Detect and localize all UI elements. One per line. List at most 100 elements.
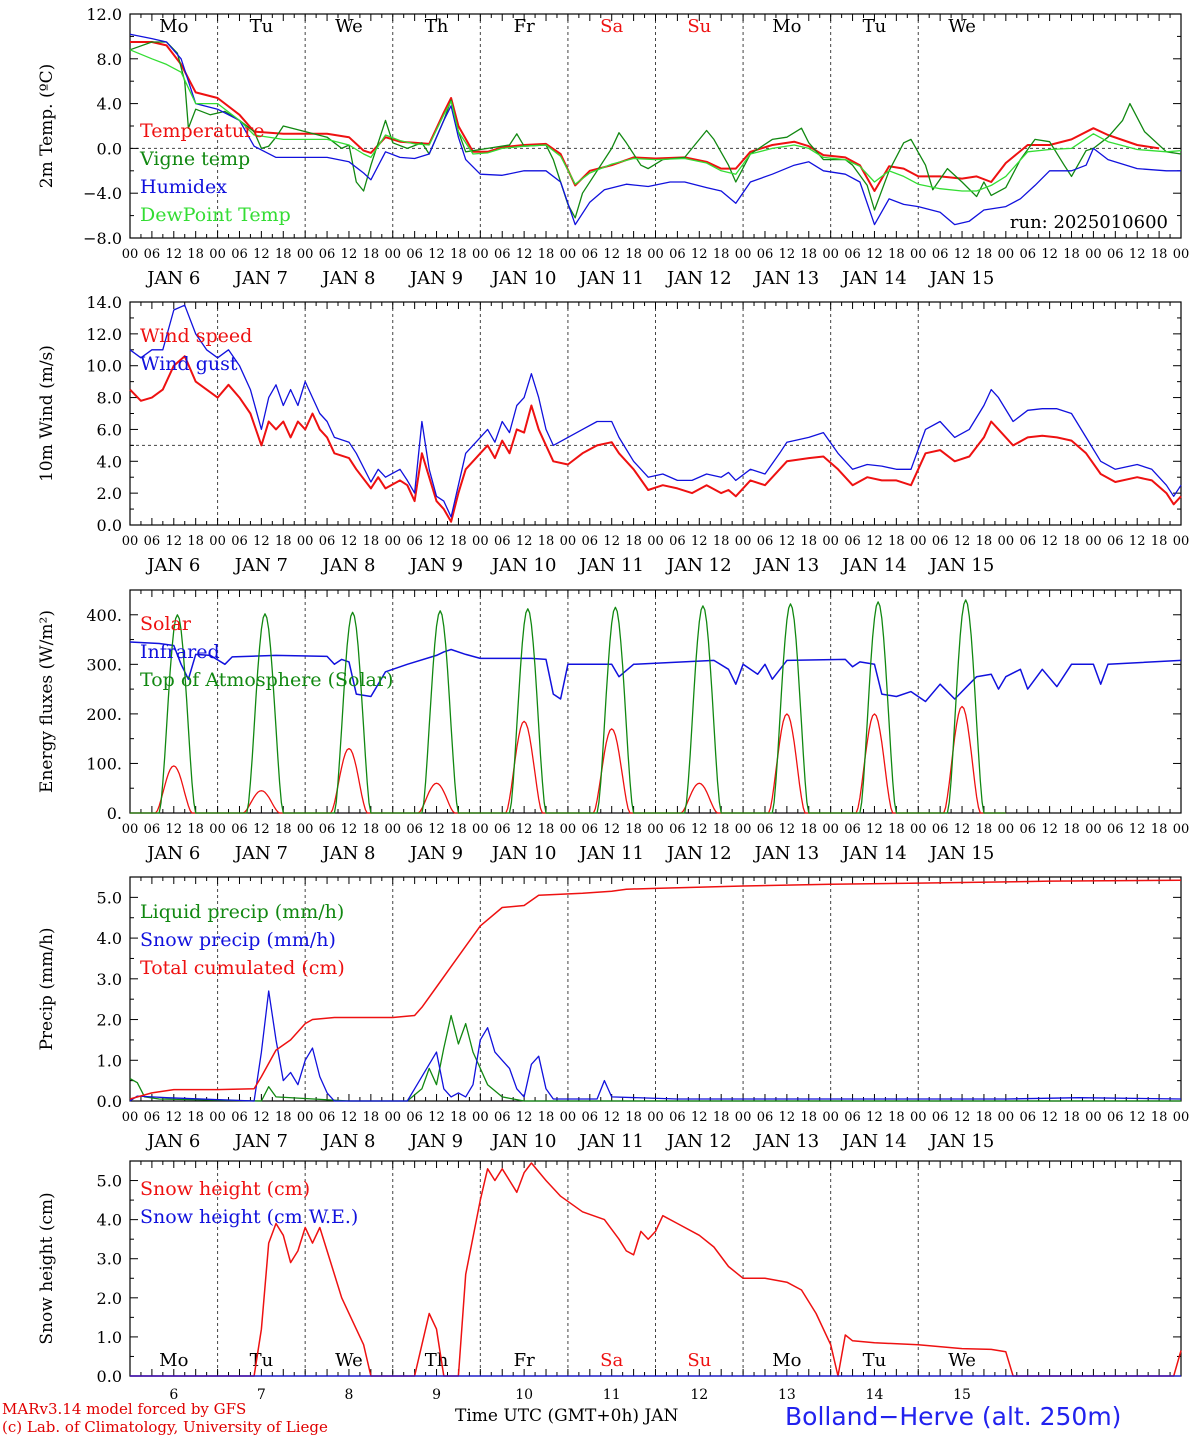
hour-label: 00: [472, 1110, 489, 1125]
date-label: JAN 13: [753, 1131, 820, 1152]
hour-label: 00: [560, 534, 577, 549]
y-tick-label: 4.0: [97, 95, 122, 114]
weekday-label: Mo: [159, 16, 188, 37]
legend-entry: Liquid precip (mm/h): [140, 901, 344, 923]
hour-label: 06: [1107, 822, 1124, 837]
series-line-wind-speed: [129, 355, 1182, 523]
hour-label: 00: [647, 534, 664, 549]
hour-label: 00: [998, 534, 1015, 549]
date-label: JAN 14: [840, 1131, 907, 1152]
hour-label: 12: [866, 822, 883, 837]
hour-label: 06: [757, 822, 774, 837]
hour-label: 00: [647, 247, 664, 262]
hour-label: 12: [866, 534, 883, 549]
hour-label: 18: [625, 534, 642, 549]
hour-label: 06: [757, 1110, 774, 1125]
legend-entry: Vigne temp: [139, 148, 250, 170]
day-number-label: 14: [866, 1387, 884, 1403]
hour-label: 12: [516, 822, 533, 837]
hour-label: 00: [560, 1110, 577, 1125]
y-tick-label: −8.0: [83, 229, 122, 248]
hour-label: 12: [341, 247, 358, 262]
hour-label: 18: [625, 822, 642, 837]
hour-label: 12: [691, 822, 708, 837]
date-label: JAN 11: [577, 843, 644, 864]
hour-label: 06: [669, 247, 686, 262]
date-label: JAN 9: [408, 268, 463, 289]
legend-entry: Infrared: [140, 641, 220, 663]
hour-label: 18: [538, 822, 555, 837]
y-tick-label: 2.0: [97, 1289, 122, 1308]
hour-label: 18: [1063, 822, 1080, 837]
hour-label: 06: [669, 1110, 686, 1125]
hour-label: 18: [363, 534, 380, 549]
hour-label: 06: [231, 822, 248, 837]
hour-label: 00: [1173, 534, 1190, 549]
weekday-label: Sa: [600, 16, 623, 37]
hour-label: 00: [1173, 822, 1190, 837]
hour-label: 18: [450, 822, 467, 837]
hour-label: 00: [384, 1110, 401, 1125]
hour-label: 00: [122, 534, 139, 549]
hour-label: 18: [187, 534, 204, 549]
hour-label: 12: [166, 1110, 183, 1125]
hour-label: 00: [1173, 247, 1190, 262]
date-label: JAN 11: [577, 268, 644, 289]
y-axis-label: 10m Wind (m/s): [37, 345, 57, 482]
weekday-label: Th: [425, 16, 449, 37]
y-tick-label: 4.0: [97, 1211, 122, 1230]
hour-label: 06: [1019, 822, 1036, 837]
weekday-label: Tu: [863, 16, 887, 37]
date-label: JAN 10: [490, 268, 557, 289]
hour-label: 00: [472, 247, 489, 262]
x-axis-title: Time UTC (GMT+0h) JAN: [455, 1406, 679, 1426]
hour-label: 06: [319, 534, 336, 549]
y-tick-label: −4.0: [83, 184, 122, 203]
date-label: JAN 13: [753, 843, 820, 864]
hour-label: 12: [603, 822, 620, 837]
hour-label: 12: [954, 534, 971, 549]
hour-label: 18: [275, 822, 292, 837]
hour-label: 00: [384, 247, 401, 262]
hour-label: 00: [1085, 534, 1102, 549]
hour-label: 06: [757, 534, 774, 549]
y-tick-label: 300.: [86, 655, 122, 674]
hour-label: 12: [341, 1110, 358, 1125]
y-tick-label: 3.0: [97, 970, 122, 989]
y-tick-label: 6.0: [97, 420, 122, 439]
weekday-label: Su: [687, 1350, 711, 1371]
day-number-label: 7: [257, 1387, 266, 1403]
weekday-label: Tu: [863, 1350, 887, 1371]
hour-label: 18: [538, 1110, 555, 1125]
hour-label: 12: [603, 1110, 620, 1125]
date-label: JAN 8: [320, 843, 375, 864]
hour-label: 00: [297, 534, 314, 549]
hour-label: 00: [822, 247, 839, 262]
legend-entry: Top of Atmosphere (Solar): [140, 669, 393, 691]
hour-label: 12: [253, 247, 270, 262]
hour-label: 06: [1107, 1110, 1124, 1125]
hour-label: 00: [1085, 1110, 1102, 1125]
date-label: JAN 12: [665, 555, 732, 576]
series-line-temperature: [130, 41, 1160, 192]
hour-label: 06: [582, 534, 599, 549]
hour-label: 12: [428, 822, 445, 837]
weekday-label: Tu: [250, 1350, 274, 1371]
hour-label: 06: [144, 1110, 161, 1125]
hour-label: 18: [976, 247, 993, 262]
credit-line-1: MARv3.14 model forced by GFS: [2, 1400, 247, 1418]
date-label: JAN 6: [145, 555, 200, 576]
hour-label: 18: [1063, 1110, 1080, 1125]
weekday-label: Mo: [159, 1350, 188, 1371]
hour-label: 06: [319, 822, 336, 837]
hour-label: 18: [450, 534, 467, 549]
hour-label: 00: [209, 822, 226, 837]
hour-label: 12: [1041, 822, 1058, 837]
hour-label: 06: [932, 247, 949, 262]
hour-label: 18: [275, 534, 292, 549]
hour-label: 00: [384, 534, 401, 549]
hour-label: 12: [603, 534, 620, 549]
hour-label: 18: [976, 534, 993, 549]
day-number-label: 8: [344, 1387, 353, 1403]
y-tick-label: 400.: [86, 606, 122, 625]
